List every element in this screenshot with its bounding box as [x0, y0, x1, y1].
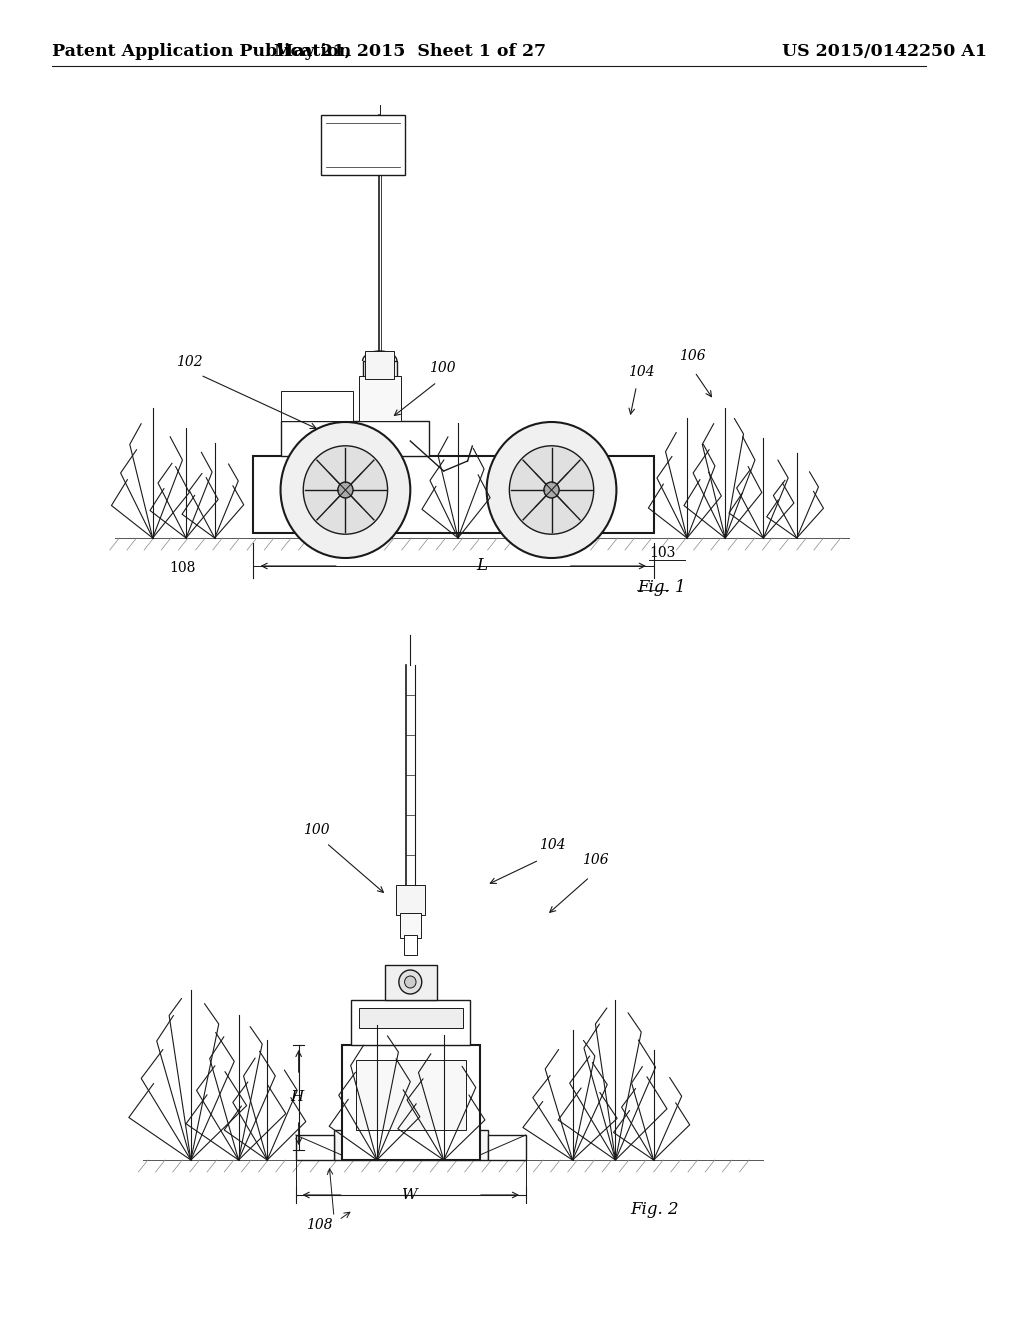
- Bar: [351, 1001, 470, 1045]
- Text: Fig. 1: Fig. 1: [637, 579, 686, 597]
- Bar: [356, 1060, 466, 1130]
- Circle shape: [404, 975, 416, 987]
- Text: 100: 100: [429, 360, 456, 375]
- Text: W: W: [402, 1188, 418, 1203]
- Circle shape: [486, 422, 616, 558]
- Circle shape: [544, 482, 559, 498]
- Circle shape: [509, 446, 594, 535]
- Bar: [321, 115, 404, 176]
- Bar: [396, 884, 425, 915]
- Bar: [358, 1008, 463, 1028]
- Text: 104: 104: [628, 366, 654, 379]
- Bar: [399, 913, 421, 939]
- Bar: [371, 391, 389, 403]
- Text: May 21, 2015  Sheet 1 of 27: May 21, 2015 Sheet 1 of 27: [274, 44, 547, 61]
- Text: 102: 102: [176, 355, 203, 370]
- Text: 106: 106: [679, 348, 706, 363]
- Text: US 2015/0142250 A1: US 2015/0142250 A1: [782, 44, 987, 61]
- Bar: [282, 391, 353, 421]
- Text: Patent Application Publication: Patent Application Publication: [52, 44, 351, 61]
- Text: 106: 106: [582, 853, 608, 867]
- Circle shape: [338, 482, 353, 498]
- Bar: [253, 455, 653, 533]
- Text: 100: 100: [303, 822, 330, 837]
- Bar: [296, 1135, 334, 1160]
- Circle shape: [399, 970, 422, 994]
- Circle shape: [303, 446, 388, 535]
- Bar: [282, 421, 429, 455]
- Bar: [342, 1045, 480, 1160]
- Bar: [334, 1130, 487, 1160]
- Bar: [362, 360, 397, 416]
- Circle shape: [281, 422, 411, 558]
- Text: Fig. 2: Fig. 2: [630, 1201, 678, 1218]
- Text: L: L: [476, 557, 487, 574]
- Bar: [366, 351, 394, 379]
- Bar: [487, 1135, 525, 1160]
- Bar: [385, 965, 437, 1001]
- Text: 103: 103: [649, 546, 675, 560]
- Bar: [403, 935, 417, 954]
- Text: 108: 108: [169, 561, 196, 576]
- Text: H: H: [290, 1090, 303, 1104]
- Text: 108: 108: [306, 1218, 333, 1232]
- Bar: [369, 371, 391, 385]
- Bar: [358, 376, 400, 421]
- Text: 104: 104: [539, 838, 565, 851]
